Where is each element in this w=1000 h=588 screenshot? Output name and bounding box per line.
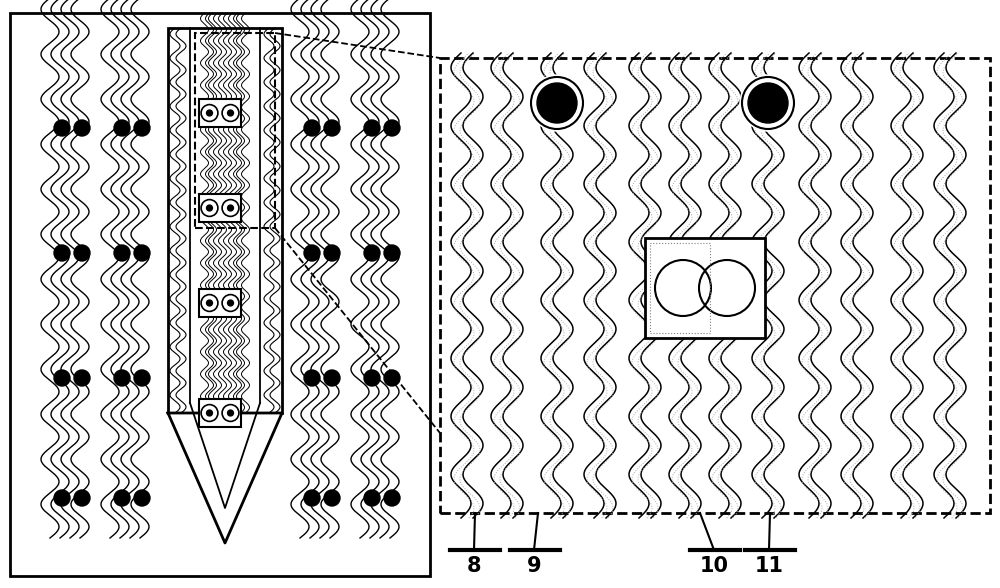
Circle shape [74,120,90,136]
Circle shape [134,490,150,506]
Bar [440,58,990,513]
Circle shape [228,300,233,306]
Circle shape [304,370,320,386]
Polygon shape [168,413,282,543]
Text: 10: 10 [700,556,728,576]
Bar [10,13,430,576]
Circle shape [537,83,577,123]
Circle shape [364,370,380,386]
Bar [195,33,275,228]
Bar [442,60,988,511]
Circle shape [54,245,70,261]
Circle shape [324,120,340,136]
Circle shape [324,490,340,506]
Circle shape [364,245,380,261]
Circle shape [54,120,70,136]
Text: 8: 8 [467,556,481,576]
Circle shape [134,245,150,261]
Circle shape [134,120,150,136]
Circle shape [228,205,233,211]
Text: 9: 9 [527,556,541,576]
Circle shape [114,490,130,506]
Circle shape [304,245,320,261]
Circle shape [740,75,796,131]
Circle shape [384,370,400,386]
Circle shape [207,205,212,211]
Circle shape [74,490,90,506]
Circle shape [324,370,340,386]
Circle shape [324,245,340,261]
Circle shape [529,75,585,131]
Circle shape [207,410,212,416]
Bar [199,194,241,222]
Circle shape [384,120,400,136]
Circle shape [54,490,70,506]
Circle shape [114,245,130,261]
Circle shape [207,110,212,116]
Circle shape [114,370,130,386]
Circle shape [228,410,233,416]
Bar [650,243,710,333]
Circle shape [304,120,320,136]
Circle shape [114,120,130,136]
Bar [199,399,241,427]
Circle shape [304,490,320,506]
Circle shape [74,370,90,386]
Bar [645,238,765,338]
Circle shape [74,245,90,261]
Circle shape [364,490,380,506]
Circle shape [228,110,233,116]
Circle shape [384,490,400,506]
Circle shape [384,245,400,261]
Bar [199,289,241,317]
Circle shape [134,370,150,386]
Circle shape [54,370,70,386]
Text: 11: 11 [755,556,784,576]
Circle shape [748,83,788,123]
Circle shape [364,120,380,136]
Circle shape [207,300,212,306]
Bar [199,99,241,127]
Bar [168,28,282,413]
